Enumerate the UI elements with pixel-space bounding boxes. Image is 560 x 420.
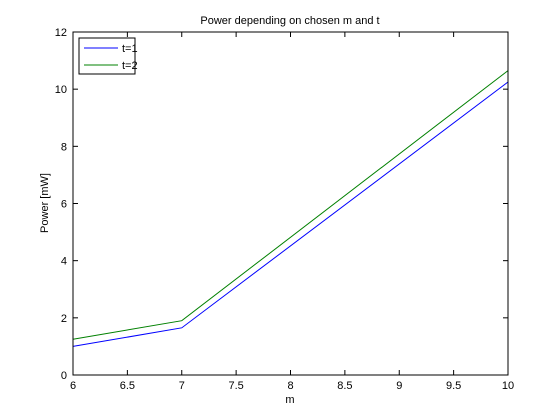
y-tick-label: 6 [61, 199, 67, 211]
y-tick-label: 2 [61, 313, 67, 325]
y-tick-label: 12 [55, 27, 67, 39]
chart-title: Power depending on chosen m and t [200, 15, 379, 27]
series-line-t=1 [72, 81, 509, 347]
legend-label-t1: t=1 [122, 43, 138, 55]
x-tick-label: 6 [70, 380, 76, 392]
plot-area [73, 32, 508, 375]
x-tick-label: 8 [287, 380, 293, 392]
x-tick-label: 9 [396, 380, 402, 392]
legend: t=1 t=2 [78, 37, 138, 75]
y-tick-label: 8 [61, 141, 67, 153]
y-tick-label: 10 [55, 84, 67, 96]
series-layer [72, 70, 509, 347]
x-axis-label: m [285, 394, 294, 406]
x-tick-label: 6.5 [120, 380, 135, 392]
x-tick-label: 7.5 [228, 380, 243, 392]
y-axis-label: Power [mW] [39, 173, 51, 233]
x-tick-label: 8.5 [337, 380, 352, 392]
legend-label-t2: t=2 [122, 60, 138, 72]
legend-box [78, 37, 136, 75]
series-line-t=2 [72, 70, 509, 340]
x-tick-label: 10 [502, 380, 514, 392]
x-tick-label: 7 [179, 380, 185, 392]
ticks-layer: 6 6.5 7 7.5 8 8.5 9 9.5 10 0 2 4 6 8 10 12 [55, 27, 514, 392]
y-tick-label: 0 [61, 370, 67, 382]
y-tick-label: 4 [61, 256, 67, 268]
x-tick-label: 9.5 [446, 380, 461, 392]
